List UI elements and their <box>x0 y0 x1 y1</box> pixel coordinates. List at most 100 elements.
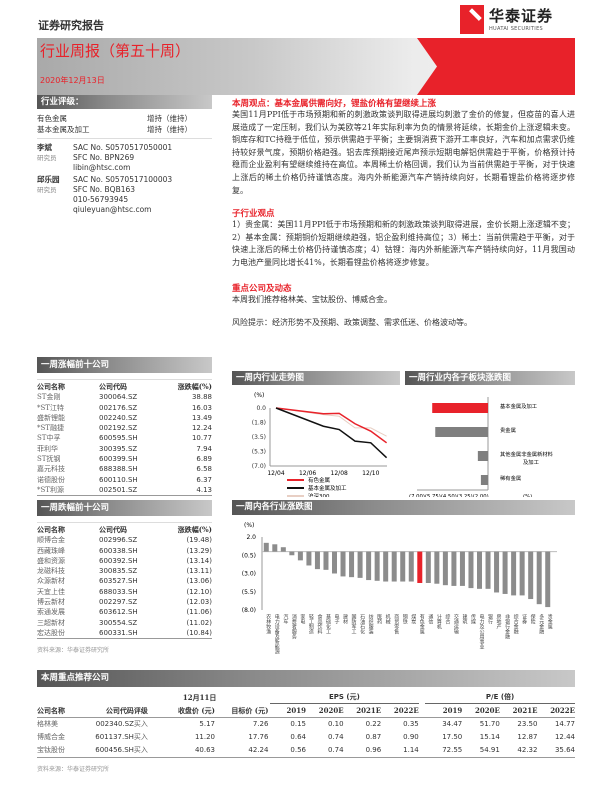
category-label: 交通运输 <box>453 613 459 635</box>
company-name: 顺博合金 <box>37 536 65 545</box>
cell: 601137.SH <box>95 733 134 741</box>
industry-trend-chart: (%) 0.0 (1.8) (3.5) (5.3) (7.0)12/04 12/06 12/0… <box>252 392 388 497</box>
company-code: 600338.SH <box>99 546 138 555</box>
company-code: 600392.SH <box>99 556 138 565</box>
category-label: 其他金属非金属新材料 <box>500 450 554 458</box>
category-label: 银行 <box>487 613 493 625</box>
table-header: 公司名称 公司代码 涨跌幅(%) <box>37 525 212 535</box>
category-label: 综合 <box>444 613 450 625</box>
column-header: 2021E <box>356 706 382 715</box>
bar <box>272 544 278 552</box>
column-header: 公司代码 <box>99 525 127 534</box>
company-name: ST抚钢 <box>37 455 61 464</box>
table-row: 天宜上佳 688033.SH (12.10) <box>37 587 212 597</box>
company-code: 600331.SH <box>99 628 138 637</box>
bar <box>485 551 491 589</box>
analyst-email[interactable]: libin@htsc.com <box>73 163 131 172</box>
analyst-email[interactable]: qiuleyuan@htsc.com <box>73 205 152 214</box>
category-label: 煤炭 <box>410 613 416 625</box>
cell: 35.64 <box>554 746 575 754</box>
company-name: ST中孚 <box>37 434 61 443</box>
source-note: 资料来源：华泰证券研究所 <box>37 766 110 773</box>
column-header: 公司名称 <box>37 382 65 391</box>
bar <box>477 451 488 461</box>
logo-name: 华泰证券 <box>489 7 554 25</box>
cell: 17.50 <box>442 733 463 741</box>
change-pct: (13.11) <box>186 567 212 576</box>
category-label: 房地产 <box>496 613 502 630</box>
analyst: 邱乐园 研究员 SAC No. S0570517100003 SFC No. BQB… <box>37 175 212 215</box>
cell: 7.26 <box>252 720 269 728</box>
rating-row: 有色金属 增持（维持） <box>37 113 212 124</box>
company-code: 600595.SH <box>99 434 138 443</box>
top-gainers-title: 一周涨幅前十公司 <box>37 357 212 373</box>
x-tick-label: 12/04 <box>267 470 284 477</box>
x-tick-label: 12/08 <box>331 470 348 477</box>
bar <box>519 551 525 596</box>
table-row: ST抚钢 600399.SH 6.89 <box>37 454 212 464</box>
cell: 72.55 <box>442 746 463 754</box>
category-label: 证券 <box>521 613 527 625</box>
column-header: 涨跌幅(%) <box>177 382 212 391</box>
huatai-logo: 华泰证券 HUATAI SECURITIES <box>460 5 575 35</box>
table-row: 龙磁科技 300835.SZ (13.11) <box>37 566 212 576</box>
category-label: 基础化工 <box>325 613 331 634</box>
analyst-sfc: SFC No. BPN269 <box>73 153 135 162</box>
company-name: 宏达股份 <box>37 628 65 637</box>
table-row: 宏达股份 600331.SH (10.84) <box>37 628 212 638</box>
cell: 11.20 <box>194 733 216 741</box>
y-tick-label: 0.0 <box>256 405 266 412</box>
table-header: 公司名称 公司代码 涨跌幅(%) <box>37 382 212 392</box>
analyst-role: 研究员 <box>37 186 57 194</box>
bar <box>408 551 414 582</box>
company-code: 300064.SZ <box>99 393 138 402</box>
analyst-sac: SAC No. S0570517100003 <box>73 175 173 184</box>
bar <box>477 551 482 589</box>
cell: 博威合金 <box>37 733 65 741</box>
top-gainers-section: 一周涨幅前十公司 公司名称 公司代码 涨跌幅(%) ST金刚 300064.SZ 38.8… <box>37 357 212 497</box>
category-label: 商贸零售 <box>393 613 399 635</box>
change-pct: (13.29) <box>186 546 212 555</box>
subsector-chart-title: 一周行业内各子板块涨跌图 <box>405 371 575 385</box>
cell: 34.47 <box>442 720 463 728</box>
category-label: 保险 <box>530 613 536 625</box>
category-label: 国防军工 <box>351 614 357 634</box>
category-label: 基本金属及加工 <box>500 402 538 410</box>
change-pct: (13.14) <box>186 556 212 565</box>
analyst-name: 邱乐园 <box>37 175 60 184</box>
category-label: 贵金属 <box>547 613 553 630</box>
cell: 51.70 <box>479 720 500 728</box>
category-label: 电力设备及新能源 <box>274 613 280 655</box>
company-name: 众源新材 <box>37 577 65 586</box>
category-label: 消费者服务 <box>291 613 297 640</box>
change-pct: 13.49 <box>191 413 212 422</box>
key-companies-title: 重点公司及动态 <box>232 283 292 294</box>
table-row: 盛新锂能 002240.SZ 13.49 <box>37 413 212 423</box>
change-pct: 12.24 <box>191 424 212 433</box>
bar <box>306 551 312 566</box>
bar <box>332 551 337 574</box>
bar <box>357 551 363 578</box>
y-tick-label: (3.5) <box>252 434 266 441</box>
company-name: 菲利华 <box>37 444 58 453</box>
category-label: 机械 <box>385 613 391 625</box>
cell: 0.74 <box>327 746 344 754</box>
cell: 买入 <box>133 733 148 741</box>
change-pct: 6.37 <box>196 475 212 484</box>
bar <box>417 551 423 583</box>
cell: 宝钛股份 <box>37 746 65 754</box>
category-label: 有色金属 <box>419 613 425 635</box>
column-header: 2022E <box>550 706 576 715</box>
table-row: ST金刚 300064.SZ 38.88 <box>37 392 212 402</box>
table-row: 三超新材 300554.SZ (11.02) <box>37 618 212 628</box>
change-pct: (10.84) <box>186 628 212 637</box>
cell: 54.91 <box>479 746 500 754</box>
bar <box>425 551 431 583</box>
series-line <box>275 407 388 444</box>
report-banner: 行业周报（第五十周） 2020年12月13日 <box>37 38 575 95</box>
y-tick-label: (7.0) <box>252 463 266 470</box>
company-code: 688388.SH <box>99 465 138 474</box>
company-name: *ST利源 <box>37 485 64 494</box>
cell: 1.14 <box>403 746 419 754</box>
column-header: 公司代码 <box>99 382 127 391</box>
